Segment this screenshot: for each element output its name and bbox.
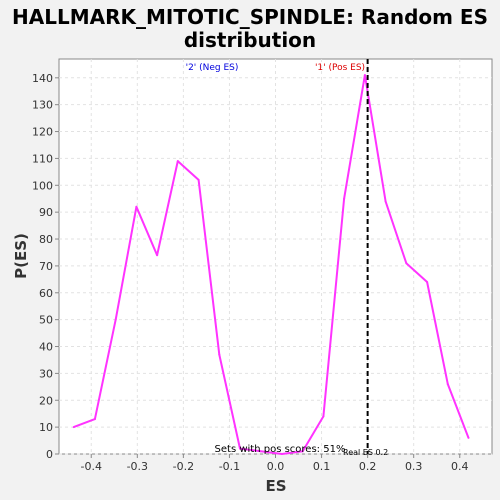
y-tick-label: 90 [39,206,53,219]
data-point [301,450,304,453]
pos-scores-annotation: Sets with pos scores: 51% [215,444,346,455]
data-point [156,254,159,257]
data-point [405,262,408,265]
data-point [114,318,117,321]
y-tick-label: 30 [39,367,53,380]
data-point [218,353,221,356]
neg-es-annotation: '2' (Neg ES) [186,63,239,73]
x-axis-label: ES [265,477,286,495]
x-tick-label: 0.1 [313,460,331,473]
data-point [239,447,242,450]
data-point [72,426,75,429]
x-tick-label: 0.2 [359,460,377,473]
x-tick-label: 0.4 [451,460,469,473]
y-tick-label: 100 [32,179,53,192]
y-tick-label: 50 [39,314,53,327]
series-layer [72,59,470,455]
y-tick-label: 40 [39,341,53,354]
x-tick-label: 0.3 [405,460,423,473]
x-tick-label: -0.3 [127,460,148,473]
x-tick-label: 0.0 [267,460,285,473]
x-tick-label: -0.2 [173,460,194,473]
y-tick-label: 140 [32,72,53,85]
y-tick-label: 20 [39,394,53,407]
y-tick-label: 120 [32,126,53,139]
y-tick-label: 70 [39,260,53,273]
data-point [197,178,200,181]
es-distribution-line [73,74,470,455]
y-tick-label: 130 [32,99,53,112]
y-axis-label: P(ES) [12,233,30,279]
x-tick-label: -0.4 [81,460,102,473]
data-point [446,383,449,386]
data-point [384,200,387,203]
data-point [467,436,470,439]
data-point [259,450,262,453]
data-point [426,281,429,284]
data-point [280,453,283,455]
pos-es-annotation: '1' (Pos ES) [315,63,365,73]
real-es-label: Real ES 0.2 [343,448,388,457]
data-point [176,160,179,163]
data-point [93,418,96,421]
data-point [135,205,138,208]
chart-title-line1: HALLMARK_MITOTIC_SPINDLE: Random ES [12,5,488,29]
y-tick-label: 60 [39,287,53,300]
chart-title-line2: distribution [184,28,316,52]
data-point [322,415,325,418]
y-tick-label: 10 [39,421,53,434]
data-point [343,197,346,200]
axes: -0.4 -0.3 -0.2 -0.1 0.0 0.1 0.2 0.3 0.4 0 10 20 30 40… [32,72,469,473]
y-tick-label: 0 [46,448,53,461]
y-tick-label: 110 [32,152,53,165]
y-tick-label: 80 [39,233,53,246]
annotations-layer: '2' (Neg ES) '1' (Pos ES) Sets with pos … [186,63,389,457]
x-tick-label: -0.1 [219,460,240,473]
plot-area [58,58,493,455]
data-point [363,74,366,77]
